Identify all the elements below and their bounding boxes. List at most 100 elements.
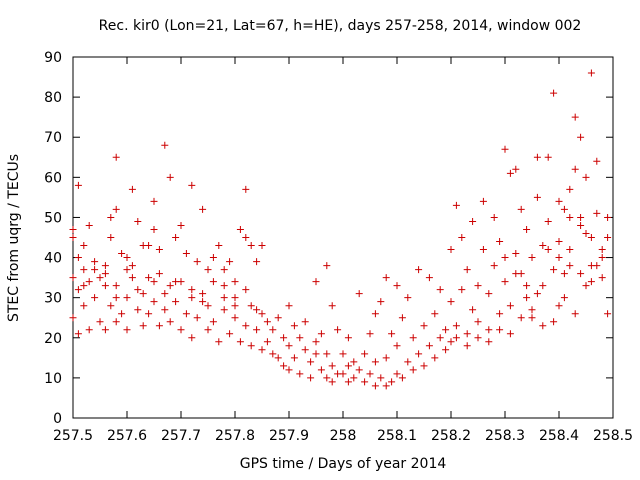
data-point	[209, 278, 217, 286]
x-tick-label: 258.2	[431, 428, 471, 444]
data-point	[209, 318, 217, 326]
y-tick-labels: 0 10 20 30 40 50 60 70 80 90	[44, 50, 62, 427]
data-point	[587, 69, 595, 77]
data-point	[296, 334, 304, 342]
data-point	[231, 302, 239, 310]
y-axis-label: STEC from uqrg / TECUs	[6, 154, 22, 322]
data-point	[101, 262, 109, 270]
data-point	[371, 310, 379, 318]
data-point	[388, 378, 396, 386]
data-point	[528, 306, 536, 314]
data-point	[339, 350, 347, 358]
data-point	[350, 374, 358, 382]
data-point	[598, 274, 606, 282]
data-point	[177, 326, 185, 334]
data-point	[269, 326, 277, 334]
data-point	[85, 221, 93, 229]
x-tick-labels: 257.5 257.6 257.7 257.8 257.9 258 258.1 258.2 25…	[53, 428, 633, 444]
data-point	[344, 334, 352, 342]
data-point	[242, 322, 250, 330]
data-point	[371, 382, 379, 390]
data-point	[188, 286, 196, 294]
y-tick-label: 40	[44, 251, 62, 267]
data-point	[577, 270, 585, 278]
data-point	[593, 209, 601, 217]
data-point	[182, 310, 190, 318]
data-point	[431, 310, 439, 318]
data-point	[69, 274, 77, 282]
data-point	[285, 366, 293, 374]
data-point	[296, 370, 304, 378]
data-point	[182, 250, 190, 258]
data-point	[323, 262, 331, 270]
data-point	[280, 334, 288, 342]
data-point	[539, 282, 547, 290]
data-point	[290, 322, 298, 330]
data-point	[512, 250, 520, 258]
data-point	[69, 225, 77, 233]
data-point	[247, 342, 255, 350]
data-point	[377, 298, 385, 306]
data-point	[550, 89, 558, 97]
data-point	[161, 306, 169, 314]
data-point	[150, 197, 158, 205]
data-point	[539, 322, 547, 330]
data-point	[523, 282, 531, 290]
data-point	[204, 266, 212, 274]
x-tick-label: 258.3	[485, 428, 525, 444]
data-point	[334, 326, 342, 334]
data-point	[220, 266, 228, 274]
data-point	[598, 254, 606, 262]
data-point	[490, 262, 498, 270]
data-point	[485, 326, 493, 334]
data-point	[463, 266, 471, 274]
data-point	[150, 278, 158, 286]
data-point	[199, 298, 207, 306]
data-point	[339, 370, 347, 378]
data-point	[220, 282, 228, 290]
data-point	[112, 294, 120, 302]
data-point	[409, 334, 417, 342]
data-point	[350, 358, 358, 366]
data-point	[371, 358, 379, 366]
data-point	[107, 302, 115, 310]
x-tick-label: 257.7	[161, 428, 201, 444]
data-point	[447, 338, 455, 346]
data-point	[587, 234, 595, 241]
data-point	[263, 318, 271, 326]
data-point	[161, 141, 169, 149]
data-point	[512, 270, 520, 278]
data-point	[361, 350, 369, 358]
data-point	[328, 302, 336, 310]
data-point	[506, 169, 514, 177]
data-point	[188, 181, 196, 189]
data-point	[231, 294, 239, 302]
data-point	[463, 342, 471, 350]
data-point	[528, 254, 536, 262]
data-point	[587, 278, 595, 286]
data-point	[91, 258, 99, 266]
data-point	[436, 286, 444, 294]
data-point	[566, 262, 574, 270]
data-point	[539, 242, 547, 250]
data-point	[274, 354, 282, 362]
data-point	[566, 213, 574, 221]
data-point	[479, 246, 487, 254]
data-point	[247, 242, 255, 250]
data-point	[328, 362, 336, 370]
data-point	[128, 185, 136, 193]
data-point	[274, 314, 282, 322]
data-point	[285, 302, 293, 310]
data-point	[555, 254, 563, 262]
data-point	[312, 350, 320, 358]
data-point	[577, 213, 585, 221]
data-point	[528, 314, 536, 322]
data-point	[506, 302, 514, 310]
data-point	[458, 286, 466, 294]
data-point	[150, 225, 158, 233]
data-point	[447, 298, 455, 306]
data-point	[199, 205, 207, 213]
data-point	[544, 217, 552, 225]
data-point	[215, 242, 223, 250]
data-point	[193, 258, 201, 266]
